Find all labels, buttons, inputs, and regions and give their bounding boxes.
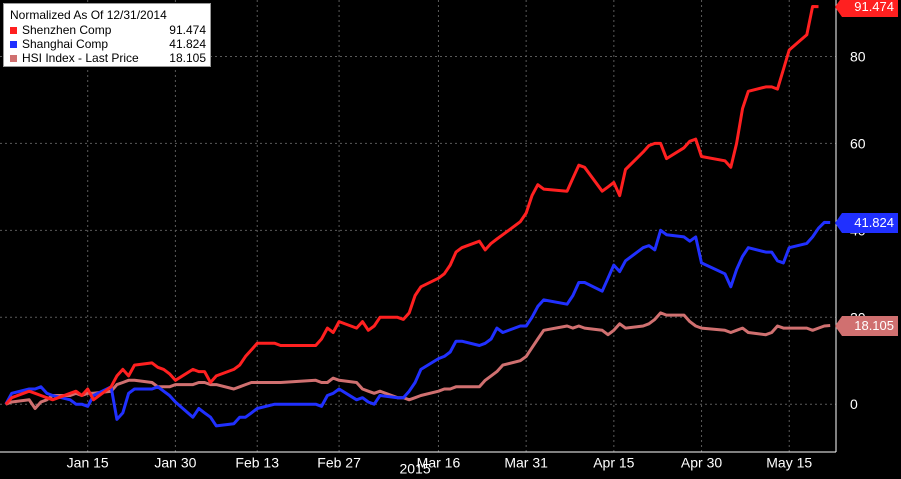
legend-swatch-hsi [10, 55, 17, 62]
series-line-1 [4, 220, 831, 428]
x-tick-label: Mar 31 [504, 454, 548, 470]
legend-value-shenzhen: 91.474 [169, 23, 206, 37]
series-layer [4, 5, 831, 428]
x-tick-label: Mar 16 [417, 454, 461, 470]
legend-entry-shenzhen: Shenzhen Comp 91.474 [10, 23, 206, 38]
x-tick-label: May 15 [766, 454, 812, 470]
legend-swatch-shanghai [10, 41, 17, 48]
y-tick-label: 80 [850, 49, 866, 65]
x-tick-label: Jan 30 [154, 454, 196, 470]
x-year-label: 2015 [399, 460, 430, 476]
series-line-0 [4, 5, 819, 406]
legend-value-shanghai: 41.824 [169, 37, 206, 51]
x-tick-label: Jan 15 [67, 454, 109, 470]
last-value-badge-shenzhen: 91.474 [835, 0, 898, 17]
series-line-2 [5, 311, 831, 410]
x-tick-label: Feb 27 [317, 454, 361, 470]
legend-name-shanghai: Shanghai Comp [22, 37, 109, 51]
legend-value-hsi: 18.105 [169, 51, 206, 65]
legend-name-shenzhen: Shenzhen Comp [22, 23, 112, 37]
legend-entry-shanghai: Shanghai Comp 41.824 [10, 37, 206, 52]
chart-title: Normalized As Of 12/31/2014 [10, 8, 167, 22]
y-tick-label: 60 [850, 135, 866, 151]
legend: Normalized As Of 12/31/2014 Shenzhen Com… [3, 3, 211, 67]
legend-swatch-shenzhen [10, 27, 17, 34]
legend-name-hsi: HSI Index - Last Price [22, 51, 139, 65]
last-value-badge-hsi: 18.105 [835, 316, 898, 336]
grid-lines [0, 0, 836, 452]
x-tick-label: Feb 13 [235, 454, 279, 470]
x-tick-label: Apr 30 [681, 454, 722, 470]
legend-entry-hsi: HSI Index - Last Price 18.105 [10, 51, 206, 66]
y-tick-label: 0 [850, 396, 858, 412]
x-tick-label: Apr 15 [593, 454, 634, 470]
last-value-badge-shanghai: 41.824 [835, 213, 898, 233]
